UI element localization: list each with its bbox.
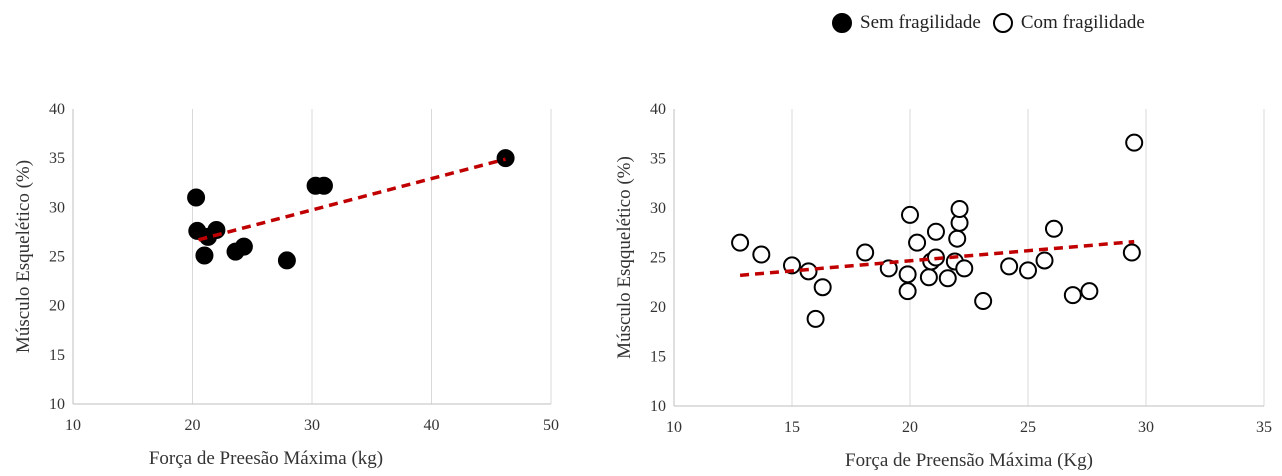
data-point bbox=[1080, 282, 1099, 301]
y-tick-label: 15 bbox=[49, 347, 65, 364]
y-tick-label: 10 bbox=[49, 396, 65, 413]
x-axis-title: Força de Preesão Máxima (kg) bbox=[149, 448, 383, 469]
data-point bbox=[234, 237, 253, 256]
data-point bbox=[898, 265, 917, 284]
y-tick-label: 20 bbox=[49, 298, 65, 315]
y-tick-label: 25 bbox=[49, 249, 65, 266]
data-point bbox=[195, 246, 214, 265]
y-tick-label: 10 bbox=[650, 398, 666, 415]
y-tick-label: 30 bbox=[49, 199, 65, 216]
data-point bbox=[1000, 257, 1019, 276]
y-tick-label: 40 bbox=[650, 101, 666, 118]
y-tick-label: 35 bbox=[650, 151, 666, 168]
trendline bbox=[198, 157, 507, 242]
data-point bbox=[1044, 219, 1063, 238]
x-tick-label: 15 bbox=[784, 419, 800, 436]
data-point bbox=[901, 205, 919, 224]
y-tick-label: 20 bbox=[650, 299, 666, 316]
y-tick-label: 15 bbox=[650, 349, 666, 366]
x-tick-label: 30 bbox=[304, 417, 320, 434]
trendline bbox=[739, 239, 1135, 278]
data-point bbox=[314, 176, 333, 195]
legend-item-com-fragilidade: Com fragilidade bbox=[992, 12, 1145, 34]
legend-item-sem-fragilidade: Sem fragilidade bbox=[832, 12, 981, 34]
x-tick-label: 50 bbox=[543, 417, 559, 434]
x-tick-label: 10 bbox=[65, 417, 81, 434]
data-point bbox=[1035, 251, 1054, 270]
data-point bbox=[187, 188, 206, 207]
data-point bbox=[898, 282, 917, 301]
y-tick-label: 30 bbox=[650, 200, 666, 217]
data-point bbox=[950, 199, 969, 218]
data-point bbox=[1125, 133, 1144, 152]
y-axis-title: Músculo Esquelético (%) bbox=[13, 160, 34, 353]
data-point bbox=[926, 222, 945, 241]
legend-label: Sem fragilidade bbox=[860, 12, 981, 33]
data-point bbox=[1063, 286, 1082, 305]
data-point bbox=[856, 243, 875, 262]
data-point bbox=[974, 292, 993, 311]
data-point bbox=[938, 269, 957, 288]
y-tick-label: 35 bbox=[49, 150, 65, 167]
x-tick-label: 40 bbox=[424, 417, 440, 434]
chart-1: 10 20 30 40 50 10 15 20 25 30 35 40 Força de Preesão… bbox=[13, 101, 559, 469]
data-point bbox=[277, 251, 296, 270]
y-tick-label: 25 bbox=[650, 250, 666, 267]
data-point bbox=[752, 245, 771, 264]
x-axis-title: Força de Preensão Máxima (Kg) bbox=[845, 450, 1093, 471]
chart-legend: Sem fragilidade Com fragilidade bbox=[832, 8, 1157, 38]
data-point bbox=[496, 149, 515, 168]
y-axis-title: Músculo Esqquelético (%) bbox=[614, 156, 635, 359]
x-tick-label: 20 bbox=[185, 417, 201, 434]
data-point bbox=[1019, 261, 1037, 280]
data-point bbox=[813, 278, 832, 297]
legend-label: Com fragilidade bbox=[1020, 12, 1145, 33]
data-point bbox=[879, 259, 898, 278]
legend-marker-filled-icon bbox=[832, 13, 852, 33]
data-point bbox=[955, 259, 974, 278]
legend-marker-hollow-icon bbox=[992, 13, 1013, 33]
data-point bbox=[919, 268, 938, 287]
x-tick-label: 10 bbox=[666, 419, 682, 436]
chart-2: 10 15 20 25 30 35 10 15 20 25 30 35 40 Força de Preen… bbox=[614, 101, 1272, 471]
data-point bbox=[1122, 243, 1141, 262]
data-point bbox=[806, 309, 825, 328]
data-point bbox=[908, 233, 927, 252]
data-point bbox=[783, 256, 801, 275]
data-point bbox=[731, 233, 750, 252]
x-tick-label: 20 bbox=[902, 419, 918, 436]
x-tick-label: 30 bbox=[1138, 419, 1154, 436]
x-tick-label: 35 bbox=[1256, 419, 1272, 436]
y-tick-label: 40 bbox=[49, 101, 65, 118]
x-tick-label: 25 bbox=[1020, 419, 1036, 436]
data-point bbox=[948, 229, 967, 248]
